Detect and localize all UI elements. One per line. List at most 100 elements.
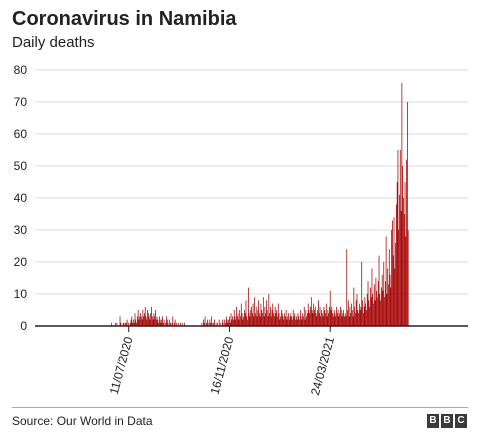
bar [316,316,318,326]
bar [278,313,280,326]
bar [203,322,205,326]
bar [349,306,351,326]
bar [273,313,274,326]
bar [160,322,162,326]
bar [399,194,400,326]
bar [406,159,407,326]
bar [247,287,249,326]
bar [331,306,333,326]
bar [277,316,278,326]
bar [244,310,245,326]
bar [251,313,253,326]
bar [384,281,386,326]
bar [306,316,307,326]
bar [206,322,207,326]
bar [131,316,133,326]
bar [288,313,289,326]
bar [318,313,320,326]
bar [116,322,118,326]
bar [329,290,331,326]
bar [330,310,332,326]
bar [239,310,241,326]
bar [354,306,356,326]
bar [261,310,263,326]
bar [378,255,380,326]
bar [403,214,405,326]
bar [132,322,133,326]
bar [391,230,393,326]
bar [236,306,237,326]
bar [310,297,312,326]
bar [333,316,334,326]
bar [377,281,379,326]
bar [249,316,251,326]
bar [357,310,359,326]
bar [267,316,269,326]
bar [402,166,404,326]
y-axis-ticks: 0 10 20 30 40 50 60 70 80 [14,63,28,333]
bar [363,306,365,326]
logo-letter: B [427,414,439,428]
bar [232,316,233,326]
bar [210,316,212,326]
bar [170,322,171,326]
bar [211,322,213,326]
bar [135,319,137,326]
bar [366,310,367,326]
bar [395,204,397,326]
bar [297,313,299,326]
bar [336,313,338,326]
bar [400,210,402,326]
bar [304,319,306,326]
bar [371,268,373,326]
bar [177,322,179,326]
bar [172,316,174,326]
bar [262,313,263,326]
bar [362,313,364,326]
bar [110,322,112,326]
bar [305,310,307,326]
bar [240,303,242,326]
bar [145,316,147,326]
bar [250,310,252,326]
bar [213,322,215,326]
bar [220,322,222,326]
bar [166,319,168,326]
bar [161,319,163,326]
footer-divider [12,407,468,408]
bar [388,249,390,326]
logo-letter: C [455,414,467,428]
bar [166,316,167,326]
bar [126,319,128,326]
bar [351,310,353,326]
y-tick-label: 20 [14,255,28,269]
bar [248,313,250,326]
bar [407,230,409,326]
bar [291,316,293,326]
bar [259,316,261,326]
bar [259,313,260,326]
bar [309,313,311,326]
bar [224,319,226,326]
bar [215,322,217,326]
bar [355,313,356,326]
bar [376,290,378,326]
bar [288,319,290,326]
bar [233,319,234,326]
bar [369,306,370,326]
bar [165,322,167,326]
bar [312,313,314,326]
bar [284,313,285,326]
bar [329,306,330,326]
bar [180,322,182,326]
y-tick-label: 30 [14,223,28,237]
bar [380,300,381,326]
bar [340,310,342,326]
bar [294,313,296,326]
bar [367,281,369,326]
bar [346,249,348,326]
bar [344,316,345,326]
bar [384,297,385,326]
bar [301,319,303,326]
bar [321,313,323,326]
